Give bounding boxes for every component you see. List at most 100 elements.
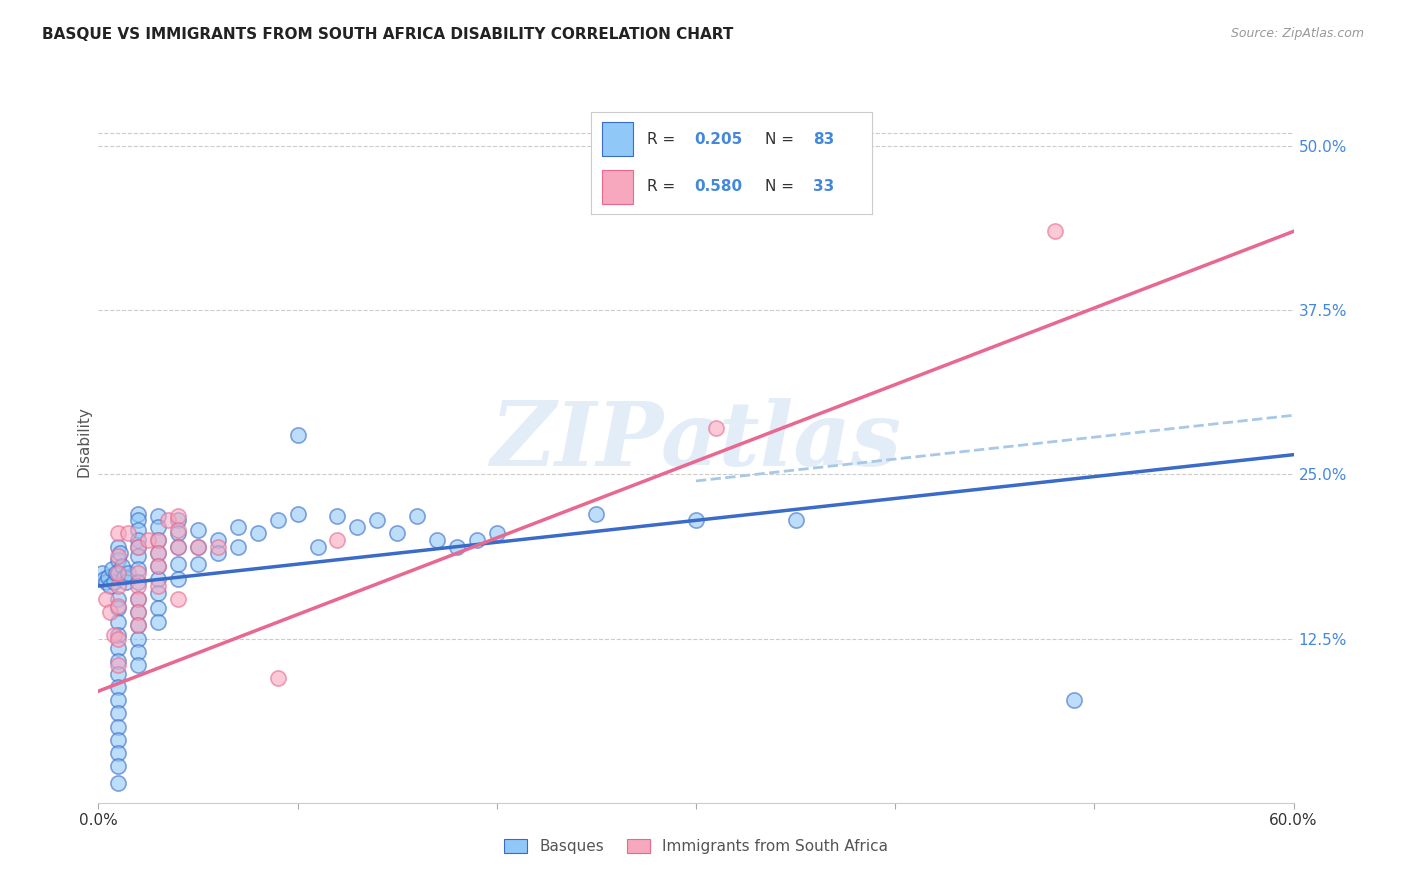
Point — [167, 523, 190, 537]
Point — [148, 533, 170, 547]
Point — [226, 540, 249, 554]
Point — [685, 513, 707, 527]
Point — [207, 546, 229, 560]
Point — [346, 520, 368, 534]
Text: Source: ZipAtlas.com: Source: ZipAtlas.com — [1230, 27, 1364, 40]
Point — [148, 585, 170, 599]
Point — [167, 573, 190, 587]
Point — [127, 523, 149, 537]
Point — [167, 540, 190, 554]
Text: R =: R = — [647, 132, 681, 146]
Point — [127, 562, 149, 576]
Text: R =: R = — [647, 179, 681, 194]
Y-axis label: Disability: Disability — [76, 406, 91, 477]
Point — [107, 732, 129, 747]
Text: BASQUE VS IMMIGRANTS FROM SOUTH AFRICA DISABILITY CORRELATION CHART: BASQUE VS IMMIGRANTS FROM SOUTH AFRICA D… — [42, 27, 734, 42]
Point — [148, 520, 170, 534]
Point — [107, 601, 129, 615]
Point — [127, 566, 149, 580]
Point — [148, 559, 170, 574]
Point — [148, 615, 170, 629]
Point — [585, 507, 607, 521]
Point — [91, 566, 114, 580]
Point — [110, 546, 132, 560]
Point — [148, 601, 170, 615]
Point — [107, 657, 129, 672]
Point — [406, 509, 429, 524]
Point — [167, 526, 190, 541]
Point — [101, 562, 124, 576]
Point — [107, 654, 129, 668]
Point — [127, 605, 149, 619]
Point — [93, 573, 115, 587]
Point — [127, 592, 149, 607]
Point — [127, 533, 149, 547]
Point — [127, 632, 149, 646]
Point — [1043, 224, 1066, 238]
Point — [307, 540, 329, 554]
Point — [426, 533, 449, 547]
Point — [107, 720, 129, 734]
Point — [107, 776, 129, 790]
Point — [115, 575, 138, 590]
Point — [103, 575, 125, 590]
Point — [167, 592, 190, 607]
Point — [187, 523, 209, 537]
Point — [127, 507, 149, 521]
Point — [107, 680, 129, 694]
Point — [148, 546, 170, 560]
Point — [148, 559, 170, 574]
Point — [107, 549, 129, 563]
Point — [287, 428, 309, 442]
Legend: Basques, Immigrants from South Africa: Basques, Immigrants from South Africa — [498, 833, 894, 860]
Point — [366, 513, 388, 527]
Point — [267, 671, 290, 685]
Point — [117, 526, 139, 541]
Point — [107, 553, 129, 567]
Point — [187, 557, 209, 571]
Point — [167, 513, 190, 527]
Point — [246, 526, 269, 541]
Point — [107, 627, 129, 641]
Text: N =: N = — [765, 132, 799, 146]
Point — [117, 566, 139, 580]
Text: 83: 83 — [813, 132, 834, 146]
Point — [127, 540, 149, 554]
Point — [112, 570, 135, 584]
Point — [485, 526, 508, 541]
Text: 0.205: 0.205 — [695, 132, 742, 146]
Text: 33: 33 — [813, 179, 834, 194]
Point — [127, 549, 149, 563]
Point — [97, 570, 120, 584]
Point — [107, 526, 129, 541]
Point — [148, 509, 170, 524]
Point — [107, 592, 129, 607]
Point — [107, 599, 129, 613]
Point — [103, 627, 125, 641]
Point — [226, 520, 249, 534]
Point — [287, 507, 309, 521]
Point — [148, 573, 170, 587]
Point — [167, 509, 190, 524]
Point — [127, 657, 149, 672]
Point — [187, 540, 209, 554]
Point — [96, 575, 118, 590]
Point — [148, 579, 170, 593]
Point — [127, 575, 149, 590]
Point — [98, 579, 122, 593]
Point — [326, 533, 349, 547]
Point — [127, 592, 149, 607]
Point — [107, 706, 129, 721]
Point — [326, 509, 349, 524]
Point — [107, 540, 129, 554]
Point — [207, 533, 229, 547]
Point — [785, 513, 807, 527]
Point — [127, 618, 149, 632]
Point — [148, 533, 170, 547]
Point — [107, 632, 129, 646]
Point — [107, 579, 129, 593]
Point — [107, 746, 129, 760]
Point — [111, 559, 134, 574]
Point — [107, 615, 129, 629]
Point — [187, 540, 209, 554]
